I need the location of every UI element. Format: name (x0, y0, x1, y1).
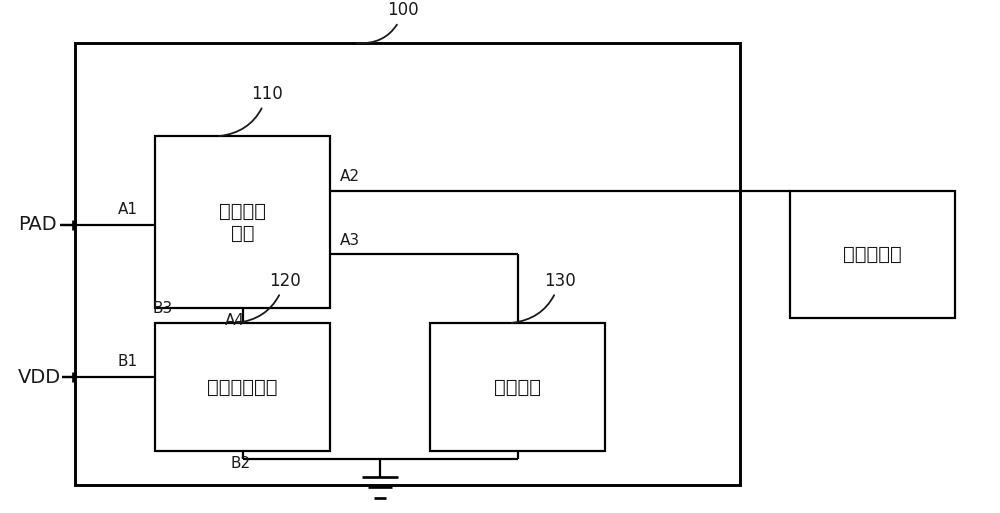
Text: 110: 110 (219, 85, 283, 136)
Text: 130: 130 (512, 272, 576, 323)
Bar (430, 323, 605, 451)
Text: B1: B1 (118, 354, 138, 369)
Text: 基础防护
电路: 基础防护 电路 (219, 202, 266, 243)
Text: A4: A4 (225, 313, 245, 328)
Text: PAD: PAD (18, 215, 57, 234)
Text: VDD: VDD (18, 368, 61, 387)
Text: 第一防护电路: 第一防护电路 (207, 378, 278, 397)
Text: A3: A3 (340, 232, 360, 248)
Text: B3: B3 (153, 301, 173, 317)
Text: 100: 100 (357, 2, 419, 43)
Text: A1: A1 (118, 202, 138, 217)
Text: B2: B2 (230, 456, 250, 471)
Bar (155, 136, 330, 308)
Text: 放电电路: 放电电路 (494, 378, 541, 397)
Text: 待保护电路: 待保护电路 (843, 245, 902, 264)
Bar (75, 43, 740, 485)
Bar (155, 323, 330, 451)
Text: 120: 120 (237, 272, 300, 323)
Bar (790, 190, 955, 319)
Text: A2: A2 (340, 169, 360, 184)
